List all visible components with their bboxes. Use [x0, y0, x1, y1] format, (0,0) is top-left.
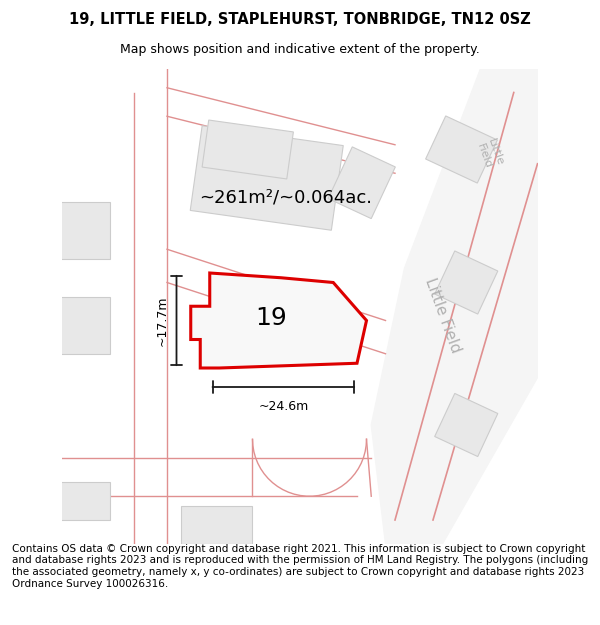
Bar	[181, 506, 253, 544]
Text: ~17.7m: ~17.7m	[156, 295, 169, 346]
Bar	[53, 297, 110, 354]
Polygon shape	[202, 120, 293, 179]
Polygon shape	[425, 116, 497, 183]
Polygon shape	[191, 273, 367, 368]
Text: Little
Field: Little Field	[475, 138, 505, 171]
Bar	[53, 202, 110, 259]
Polygon shape	[371, 69, 538, 544]
Text: Little Field: Little Field	[422, 276, 463, 356]
Polygon shape	[434, 251, 498, 314]
Text: ~24.6m: ~24.6m	[258, 399, 308, 412]
Text: Map shows position and indicative extent of the property.: Map shows position and indicative extent…	[120, 43, 480, 56]
Polygon shape	[328, 147, 395, 219]
Text: Contains OS data © Crown copyright and database right 2021. This information is : Contains OS data © Crown copyright and d…	[12, 544, 588, 589]
Bar	[53, 482, 110, 520]
Polygon shape	[190, 126, 343, 230]
Polygon shape	[434, 394, 498, 456]
Text: 19, LITTLE FIELD, STAPLEHURST, TONBRIDGE, TN12 0SZ: 19, LITTLE FIELD, STAPLEHURST, TONBRIDGE…	[69, 12, 531, 27]
Text: ~261m²/~0.064ac.: ~261m²/~0.064ac.	[199, 188, 372, 206]
Text: 19: 19	[255, 306, 287, 330]
